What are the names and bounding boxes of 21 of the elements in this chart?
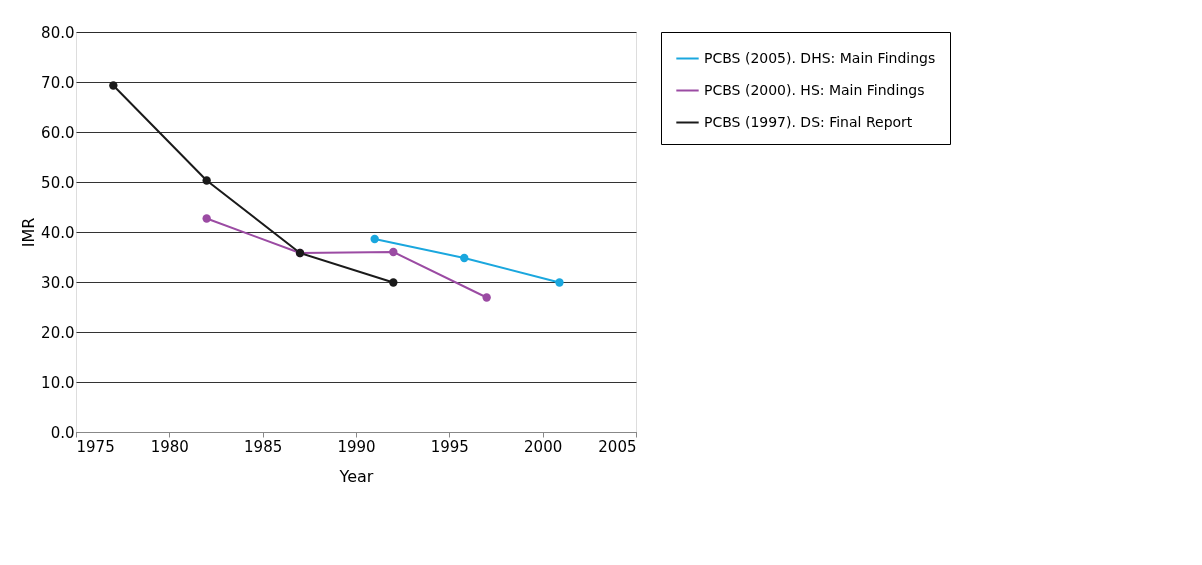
x-tick-label: 1975 (76, 437, 115, 456)
x-tick-label: 1990 (337, 437, 376, 456)
x-tick-label: 1980 (150, 437, 189, 456)
y-tick-label: 0.0 (50, 423, 75, 442)
x-tick-label: 1985 (244, 437, 283, 456)
y-tick-label: 20.0 (41, 323, 75, 342)
y-axis-title: IMR (19, 217, 39, 248)
y-tick-label: 40.0 (41, 223, 75, 242)
legend-label: PCBS (2005). DHS: Main Findings (704, 49, 936, 66)
y-tick-label: 60.0 (41, 123, 75, 142)
legend-label: PCBS (2000). HS: Main Findings (704, 81, 925, 98)
y-tick-label: 70.0 (41, 73, 75, 92)
x-axis-title: Year (338, 466, 374, 486)
legend-label: PCBS (1997). DS: Final Report (704, 113, 913, 130)
y-tick-label: 30.0 (41, 273, 75, 292)
x-tick-label: 1995 (430, 437, 469, 456)
y-tick-label: 10.0 (41, 373, 75, 392)
x-tick-label: 2000 (524, 437, 563, 456)
y-tick-label: 80.0 (41, 23, 75, 42)
x-tick-label: 2005 (598, 437, 637, 456)
y-tick-label: 50.0 (41, 173, 75, 192)
